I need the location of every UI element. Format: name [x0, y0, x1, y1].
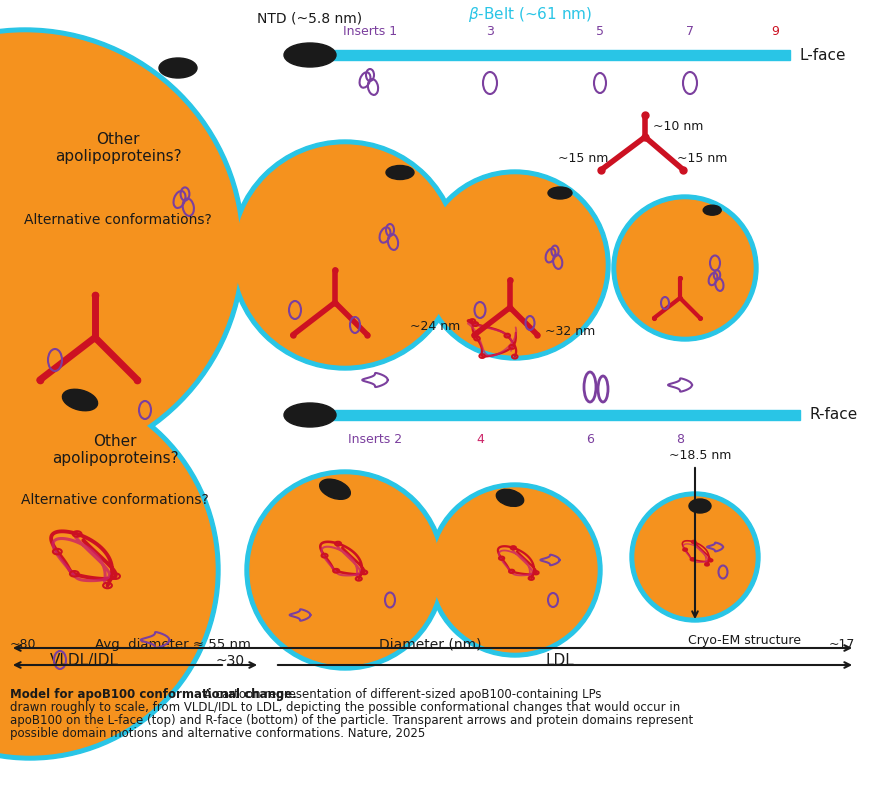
- Circle shape: [0, 28, 245, 468]
- Text: ~18.5 nm: ~18.5 nm: [668, 449, 730, 462]
- Text: L-face: L-face: [799, 48, 846, 63]
- Text: Alternative conformations?: Alternative conformations?: [24, 213, 212, 227]
- Circle shape: [0, 380, 220, 760]
- Text: possible domain motions and alternative conformations. Nature, 2025: possible domain motions and alternative …: [10, 727, 425, 740]
- Text: 9: 9: [770, 25, 778, 38]
- Text: ~15 nm: ~15 nm: [557, 152, 607, 165]
- Circle shape: [634, 497, 754, 617]
- Circle shape: [425, 175, 604, 355]
- Text: Model for apoB100 conformational change.: Model for apoB100 conformational change.: [10, 688, 296, 701]
- Text: 8: 8: [675, 433, 683, 446]
- Text: 6: 6: [586, 433, 594, 446]
- Circle shape: [245, 470, 444, 670]
- Text: R-face: R-face: [809, 408, 857, 422]
- Ellipse shape: [688, 499, 710, 513]
- Text: LDL: LDL: [545, 653, 574, 668]
- Ellipse shape: [319, 479, 350, 499]
- Circle shape: [433, 488, 596, 652]
- Bar: [309, 410, 799, 420]
- Text: 7: 7: [686, 25, 693, 38]
- Text: ~30: ~30: [216, 654, 244, 668]
- Circle shape: [428, 483, 601, 657]
- Text: A cartoon representation of different-sized apoB100-containing LPs: A cartoon representation of different-si…: [200, 688, 601, 701]
- Circle shape: [249, 475, 440, 665]
- Circle shape: [0, 33, 240, 463]
- Ellipse shape: [283, 403, 335, 427]
- Ellipse shape: [159, 58, 196, 78]
- Text: ~17: ~17: [827, 638, 854, 651]
- Circle shape: [0, 385, 215, 755]
- Text: Other
apolipoproteins?: Other apolipoproteins?: [51, 434, 178, 466]
- Ellipse shape: [63, 390, 97, 411]
- Text: Diameter (nm): Diameter (nm): [378, 637, 481, 651]
- Text: NTD (~5.8 nm): NTD (~5.8 nm): [257, 12, 362, 26]
- Ellipse shape: [283, 43, 335, 67]
- Text: ~15 nm: ~15 nm: [676, 153, 726, 165]
- Text: drawn roughly to scale, from VLDL/IDL to LDL, depicting the possible conformatio: drawn roughly to scale, from VLDL/IDL to…: [10, 701, 680, 714]
- Ellipse shape: [702, 205, 720, 215]
- Bar: [309, 50, 789, 60]
- Text: VLDL/IDL: VLDL/IDL: [50, 653, 119, 668]
- Text: ~24 nm: ~24 nm: [409, 320, 460, 333]
- Ellipse shape: [495, 489, 523, 506]
- Text: 5: 5: [595, 25, 603, 38]
- Ellipse shape: [547, 187, 571, 199]
- Text: Avg. diameter ≈ 55 nm: Avg. diameter ≈ 55 nm: [95, 638, 250, 651]
- Circle shape: [629, 492, 760, 622]
- Text: Alternative conformations?: Alternative conformations?: [21, 493, 209, 507]
- Text: $\beta$-Belt (~61 nm): $\beta$-Belt (~61 nm): [468, 5, 592, 24]
- Text: ~10 nm: ~10 nm: [653, 119, 702, 133]
- Text: Cryo-EM structure: Cryo-EM structure: [687, 634, 800, 647]
- Text: Inserts 2: Inserts 2: [348, 433, 401, 446]
- Text: apoB100 on the L-face (top) and R-face (bottom) of the particle. Transparent arr: apoB100 on the L-face (top) and R-face (…: [10, 714, 693, 727]
- Text: 3: 3: [486, 25, 494, 38]
- Ellipse shape: [386, 165, 414, 180]
- Text: 4: 4: [475, 433, 483, 446]
- Text: Inserts 1: Inserts 1: [342, 25, 396, 38]
- Circle shape: [235, 145, 454, 365]
- Text: ~80: ~80: [10, 638, 36, 651]
- Circle shape: [229, 140, 460, 370]
- Circle shape: [420, 170, 609, 360]
- Circle shape: [611, 195, 757, 341]
- Text: ~32 nm: ~32 nm: [544, 325, 594, 338]
- Circle shape: [616, 200, 753, 336]
- Text: Other
apolipoproteins?: Other apolipoproteins?: [55, 132, 181, 165]
